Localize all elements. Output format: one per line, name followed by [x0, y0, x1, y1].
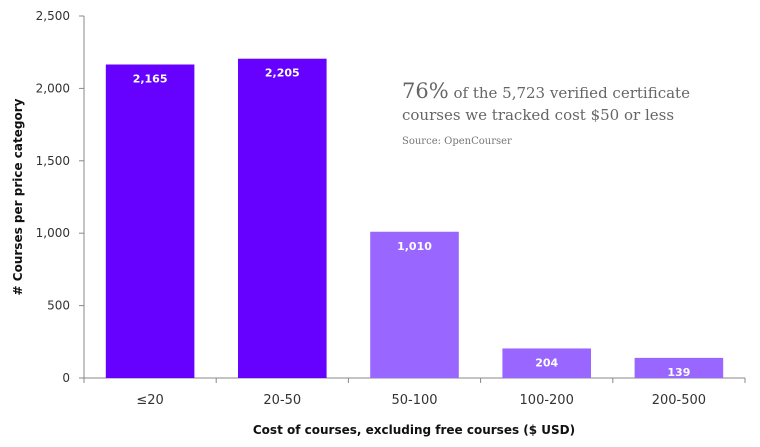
annotation-line-1: 76% of the 5,723 verified certificate [402, 80, 732, 104]
y-tick-label: 1,500 [36, 154, 70, 168]
bar [634, 357, 724, 378]
bar-value-label: 1,010 [397, 240, 432, 253]
bar [238, 58, 327, 378]
category-label: 200-500 [652, 393, 706, 408]
bar [370, 231, 459, 378]
bar [502, 348, 591, 378]
category-labels: ≤20 20-50 50-100 100-200 200-500 [136, 393, 706, 408]
annotation-source: Source: OpenCourser [402, 136, 512, 147]
bar [105, 64, 195, 379]
y-ticks: 0 500 1,000 1,500 2,000 2,500 [36, 9, 84, 385]
bar-value-labels: 2,165 2,205 1,010 204 139 [133, 67, 691, 379]
bar-value-label: 139 [667, 366, 690, 379]
annotation-box: 76% of the 5,723 verified certificate co… [402, 80, 732, 147]
annotation-line-2: courses we tracked cost $50 or less [402, 106, 675, 124]
y-tick-label: 2,500 [36, 9, 70, 23]
y-tick-label: 500 [47, 299, 70, 313]
annotation-percent: 76% [402, 79, 449, 103]
x-ticks [83, 378, 746, 383]
category-label: 100-200 [520, 393, 574, 408]
category-label: 50-100 [391, 393, 437, 408]
bar-value-label: 2,165 [133, 73, 168, 86]
y-tick-label: 2,000 [36, 81, 70, 95]
category-label: 20-50 [263, 393, 301, 408]
bars [105, 58, 724, 379]
y-tick-label: 1,000 [36, 226, 70, 240]
y-tick-label: 0 [62, 371, 70, 385]
x-axis-title: Cost of courses, excluding free courses … [253, 423, 575, 437]
bar-value-label: 204 [535, 356, 558, 369]
category-label: ≤20 [136, 393, 163, 408]
bar-value-label: 2,205 [265, 67, 300, 80]
annotation-line-1-text: of the 5,723 verified certificate [453, 84, 690, 102]
y-axis-title: # Courses per price category [11, 98, 25, 295]
